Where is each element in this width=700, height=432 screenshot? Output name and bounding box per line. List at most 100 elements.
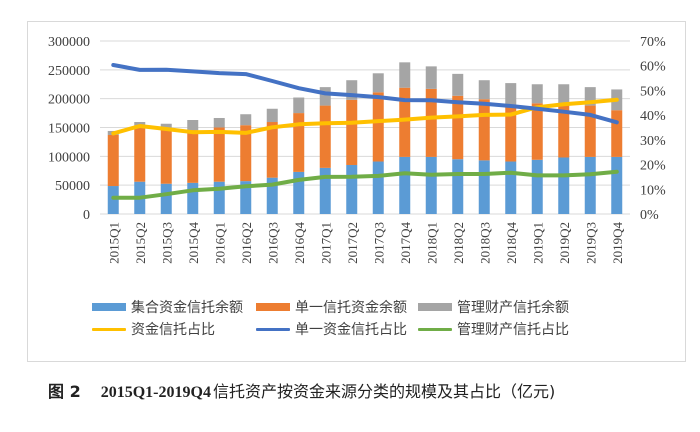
- series-line: [111, 169, 619, 200]
- y-tick-label-right: 70%: [640, 35, 666, 50]
- bar-segment: [293, 97, 305, 114]
- bar-segment: [558, 105, 570, 158]
- x-tick-label: 2019Q4: [610, 222, 625, 264]
- y-tick-label-left: 50000: [55, 179, 90, 194]
- bar-segment: [611, 156, 623, 214]
- bar-segment: [584, 105, 596, 157]
- bar-segment: [107, 134, 119, 187]
- bar-segment: [531, 84, 543, 104]
- legend-label: 集合资金信托余额: [131, 300, 243, 316]
- y-tick-label-right: 0%: [640, 208, 659, 223]
- bar-segment: [584, 87, 596, 106]
- bar-segment: [399, 87, 411, 157]
- bar-segment: [505, 105, 517, 162]
- bar-segment: [240, 114, 252, 126]
- legend-label: 管理财产信托余额: [457, 300, 569, 316]
- bar-segment: [293, 171, 305, 214]
- bar-segment: [372, 73, 384, 93]
- bar-segment: [319, 167, 331, 214]
- legend-label: 管理财产信托占比: [457, 322, 569, 338]
- bar-segment: [266, 122, 278, 178]
- legend-swatch-gray: [418, 303, 452, 311]
- bar-segment: [213, 117, 225, 128]
- bar-segment: [399, 62, 411, 88]
- legend-row-bars: 集合资金信托余额 单一信托资金余额 管理财产信托余额: [92, 296, 652, 318]
- y-tick-label-left: 250000: [48, 64, 90, 79]
- bar-segment: [425, 88, 437, 157]
- bar-segment: [213, 181, 225, 214]
- legend-item-collective-balance: 集合资金信托余额: [92, 297, 256, 317]
- y-tick-label-left: 200000: [48, 93, 90, 108]
- y-tick-label-right: 50%: [640, 84, 666, 99]
- bar-segment: [213, 127, 225, 182]
- x-tick-label: 2016Q4: [292, 222, 307, 264]
- x-tick-label: 2015Q1: [106, 222, 121, 264]
- bar-segment: [531, 103, 543, 160]
- bar-segment: [346, 99, 358, 165]
- bar-segment: [399, 156, 411, 214]
- bar-segment: [160, 123, 172, 128]
- legend-line-yellow: [92, 327, 126, 331]
- x-tick-label: 2016Q1: [212, 222, 227, 264]
- bar-segment: [160, 183, 172, 214]
- x-tick-label: 2018Q4: [504, 222, 519, 264]
- chart-legend: 集合资金信托余额 单一信托资金余额 管理财产信托余额 资金信托占比 单一资金信托…: [92, 296, 652, 340]
- bar-segment: [505, 83, 517, 106]
- legend-row-lines: 资金信托占比 单一资金信托占比 管理财产信托占比: [92, 318, 652, 340]
- y-tick-label-right: 10%: [640, 183, 666, 198]
- x-tick-label: 2017Q3: [371, 222, 386, 264]
- bar-segment: [240, 181, 252, 214]
- x-tick-label: 2018Q1: [424, 222, 439, 264]
- bar-segment: [372, 92, 384, 162]
- x-tick-label: 2018Q2: [451, 222, 466, 264]
- bar-segment: [319, 105, 331, 168]
- bar-segment: [107, 186, 119, 214]
- bar-segment: [346, 80, 358, 100]
- bar-segment: [319, 87, 331, 106]
- legend-item-property-balance: 管理财产信托余额: [418, 297, 582, 317]
- bar-segment: [134, 125, 146, 182]
- bar-segment: [425, 66, 437, 89]
- x-tick-label: 2019Q3: [583, 222, 598, 264]
- x-tick-label: 2015Q2: [133, 222, 148, 264]
- legend-item-property-ratio: 管理财产信托占比: [418, 319, 582, 339]
- x-tick-label: 2019Q1: [530, 222, 545, 264]
- bar-segment: [558, 84, 570, 106]
- series-line: [111, 63, 619, 125]
- legend-line-blue: [256, 327, 290, 331]
- x-tick-label: 2018Q3: [477, 222, 492, 264]
- bar-segment: [452, 159, 464, 214]
- bar-segment: [266, 108, 278, 123]
- y-tick-label-left: 150000: [48, 122, 90, 137]
- figure-label: 图 2: [48, 382, 81, 401]
- bar-segment: [478, 160, 490, 214]
- bar-segment: [187, 182, 199, 214]
- bar-segment: [160, 127, 172, 184]
- chart-plot: 0 50000 100000 150000 200000 250000 300000 0% 1…: [48, 35, 666, 264]
- x-tick-label: 2015Q3: [159, 222, 174, 264]
- bar-segment: [478, 80, 490, 100]
- bar-segment: [187, 130, 199, 183]
- bar-segment: [134, 122, 146, 126]
- x-tick-label: 2016Q3: [265, 222, 280, 264]
- y-tick-label-right: 20%: [640, 159, 666, 174]
- figure-caption: 图 2 2015Q1-2019Q4 信托资产按资金来源分类的规模及其占比（亿元): [48, 378, 555, 402]
- bar-segment: [425, 156, 437, 214]
- bar-segment: [478, 99, 490, 161]
- legend-label: 单一信托资金余额: [295, 300, 407, 316]
- bar-segment: [452, 95, 464, 160]
- bar-segment: [452, 73, 464, 96]
- bar-segment: [611, 110, 623, 157]
- bar-segment: [346, 164, 358, 214]
- legend-line-green: [418, 327, 452, 331]
- legend-item-single-balance: 单一信托资金余额: [256, 297, 418, 317]
- figure-title: 信托资产按资金来源分类的规模及其占比（亿元): [212, 382, 556, 401]
- x-tick-label: 2015Q4: [186, 222, 201, 264]
- x-tick-label: 2017Q1: [318, 222, 333, 264]
- bar-segment: [266, 177, 278, 214]
- figure-range: 2015Q1-2019Q4: [100, 384, 211, 401]
- legend-item-single-ratio: 单一资金信托占比: [256, 319, 418, 339]
- legend-swatch-blue: [92, 303, 126, 311]
- bar-segment: [293, 113, 305, 172]
- bar-segment: [531, 159, 543, 214]
